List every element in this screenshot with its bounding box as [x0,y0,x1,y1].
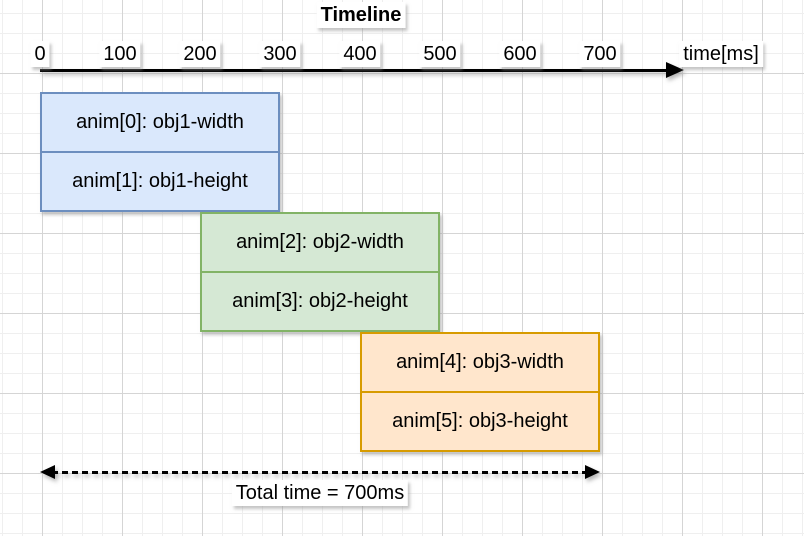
anim-block-5[interactable]: anim[5]: obj3-height [362,391,598,450]
axis-tick-label-700: 700 [579,41,621,67]
axis-tick-label-500: 500 [419,41,461,67]
axis-tick-label-400: 400 [339,41,381,67]
axis-unit-label: time[ms] [679,41,763,67]
anim-block-4[interactable]: anim[4]: obj3-width [362,334,598,391]
anim-block-3[interactable]: anim[3]: obj2-height [202,271,438,330]
arrowhead-left-icon [40,465,55,479]
anim-block-label: anim[0]: obj1-width [76,111,244,133]
track-obj3[interactable]: anim[4]: obj3-width anim[5]: obj3-height [360,332,600,452]
track-obj1[interactable]: anim[0]: obj1-width anim[1]: obj1-height [40,92,280,212]
axis-tick-label-300: 300 [259,41,301,67]
diagram-title: Timeline [316,2,406,28]
axis-tick-label-600: 600 [499,41,541,67]
axis-tick-label-0: 0 [30,41,50,67]
total-dashed-line [52,471,586,474]
anim-block-label: anim[2]: obj2-width [236,231,404,253]
time-axis-line [40,69,668,72]
axis-tick-label-100: 100 [99,41,141,67]
arrowhead-right-icon [585,465,600,479]
anim-block-label: anim[4]: obj3-width [396,351,564,373]
anim-block-2[interactable]: anim[2]: obj2-width [202,214,438,271]
anim-block-label: anim[3]: obj2-height [232,290,408,312]
anim-block-1[interactable]: anim[1]: obj1-height [42,151,278,210]
anim-block-0[interactable]: anim[0]: obj1-width [42,94,278,151]
track-obj2[interactable]: anim[2]: obj2-width anim[3]: obj2-height [200,212,440,332]
axis-tick-label-200: 200 [179,41,221,67]
anim-block-label: anim[5]: obj3-height [392,410,568,432]
total-time-label: Total time = 700ms [231,480,409,506]
anim-block-label: anim[1]: obj1-height [72,170,248,192]
